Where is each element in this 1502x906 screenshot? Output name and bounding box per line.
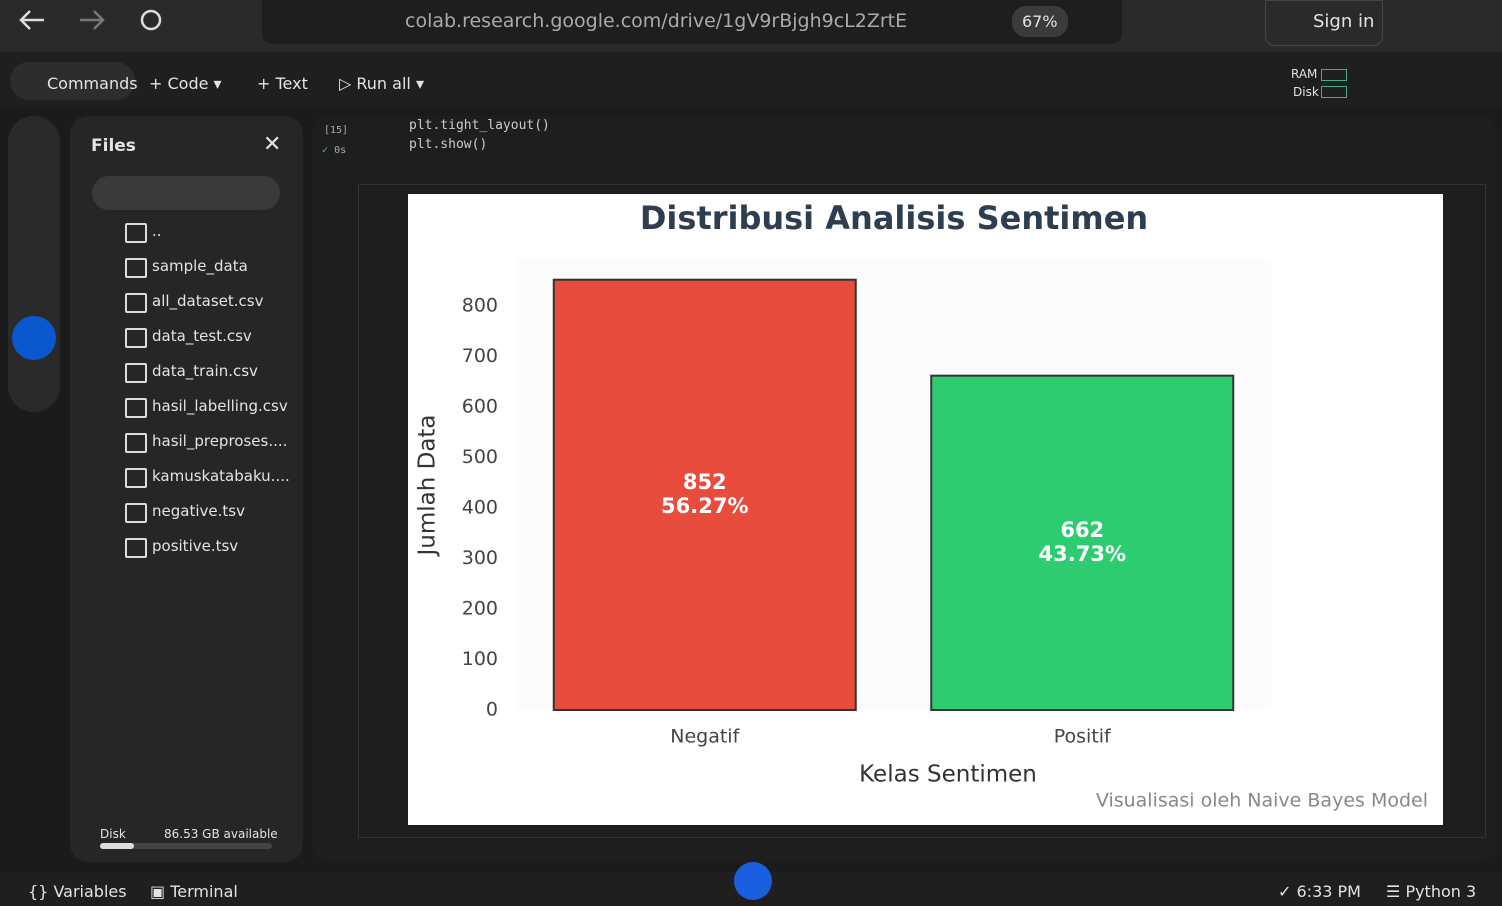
file-icon [125,398,147,418]
run-all[interactable]: ▷ Run all ▾ [339,74,424,93]
code-label: Code [167,74,209,93]
nav-icons [19,9,162,31]
y-tick-label: 0 [486,699,498,721]
files-title: Files [91,136,136,156]
exec-count: [15] [324,125,349,136]
zoom[interactable]: 67% [1012,6,1068,37]
disk: Disk [1293,85,1319,99]
variables[interactable]: {} Variables [28,882,127,901]
file-icon [125,328,147,348]
status-bar: {} Variables ▣ Terminal ✓ 6:33 PM ☰ Pyth… [0,862,1502,906]
sign-in[interactable]: Sign in [1313,11,1375,32]
disk-available: 86.53 GB available [164,827,278,841]
y-tick-label: 400 [462,496,498,518]
url[interactable]: colab.research.google.com/drive/1gV9rBjg… [405,10,908,32]
y-tick-label: 200 [462,597,498,619]
time: 0s [334,145,347,156]
output-area [358,184,1486,838]
time-label: 6:33 PM [1296,882,1361,901]
sign-in-box[interactable] [1265,0,1383,46]
code-button[interactable]: + Code ▾ [149,74,222,93]
code-line: plt.show() [409,137,488,152]
file-icon [125,363,147,383]
file-item[interactable]: negative.tsv [152,502,245,520]
ram: RAM [1291,67,1318,81]
y-tick-label: 700 [462,345,498,367]
disk-meter [1321,86,1347,98]
commands[interactable]: Commands [47,74,138,93]
terminal[interactable]: ▣ Terminal [150,882,238,901]
bar [930,374,1235,711]
file-item[interactable]: positive.tsv [152,537,239,555]
variables-label: Variables [53,882,127,901]
file-icon [125,503,147,523]
url-box[interactable] [262,0,1122,44]
text-button[interactable]: + Text [257,74,308,93]
x-tick-label: Negatif [670,726,740,748]
side-nav [8,116,60,412]
y-tick-label: 800 [462,294,498,316]
file-item[interactable]: .. [152,222,162,240]
file-item[interactable]: data_train.csv [152,362,258,380]
y-tick-label: 300 [462,547,498,569]
runtime[interactable]: ☰ Python 3 [1386,882,1477,901]
chart: Distribusi Analisis Sentimen Kelas Senti… [408,194,1443,825]
terminal-label: Terminal [170,882,238,901]
x-axis-label: Kelas Sentimen [859,762,1037,788]
y-axis-label: Jumlah Data [415,414,441,557]
annotation: Visualisasi oleh Naive Bayes Model [1096,790,1428,812]
file-item[interactable]: all_dataset.csv [152,292,264,310]
y-tick-label: 600 [462,395,498,417]
gemini[interactable] [734,862,772,900]
close[interactable]: ✕ [263,132,282,157]
exec-time: ✓ 0s [322,145,347,156]
code-line: plt.tight_layout() [409,118,550,133]
ram-meter [1321,69,1347,81]
run-all-label: Run all [356,74,411,93]
bar [552,278,857,712]
x-tick-label: Positif [1054,726,1112,748]
runtime-label: Python 3 [1405,882,1477,901]
file-actions[interactable] [92,176,280,210]
status-time: ✓ 6:33 PM [1278,882,1361,901]
text-label: Text [275,74,308,93]
file-icon [125,293,147,313]
y-tick-label: 500 [462,446,498,468]
file-icon [125,538,147,558]
file-icon [125,433,147,453]
file-item[interactable]: sample_data [152,257,248,275]
file-item[interactable]: data_test.csv [152,327,252,345]
files-panel: Files ✕ Disk 86.53 GB available .. sample… [70,116,303,862]
file-icon [125,468,147,488]
file-item[interactable]: hasil_preproses.... [152,432,288,450]
file-icon [125,223,147,243]
files-tab[interactable] [12,316,56,360]
colab-toolbar: Commands + Code ▾ + Text ▷ Run all ▾ RAM… [0,52,1502,108]
value-label: 852 56.27% [661,470,748,518]
file-item[interactable]: kamuskatabaku.... [152,467,290,485]
disk-bar [100,843,272,849]
file-icon [125,258,147,278]
commands-box[interactable] [10,62,135,100]
chart-title: Distribusi Analisis Sentimen [640,199,1148,237]
file-item[interactable]: hasil_labelling.csv [152,397,288,415]
disk-label: Disk [100,827,126,841]
browser-bar: colab.research.google.com/drive/1gV9rBjg… [0,0,1502,52]
y-tick-label: 100 [462,648,498,670]
value-label: 662 43.73% [1039,518,1126,566]
